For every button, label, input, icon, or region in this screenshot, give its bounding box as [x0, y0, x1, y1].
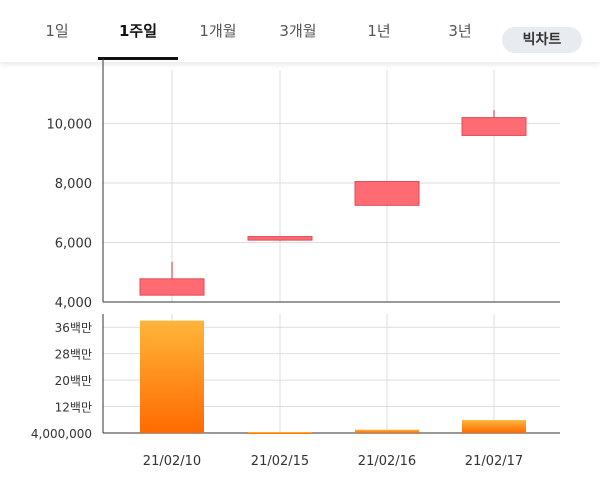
candle-body [247, 236, 313, 241]
x-tick-label: 21/02/10 [143, 454, 201, 469]
x-tick-label: 21/02/16 [358, 454, 416, 469]
candle-body [139, 278, 205, 296]
tab-1-day[interactable]: 1일 [45, 22, 69, 40]
period-tab-bar: 1일 1주일 1개월 3개월 1년 3년 빅차트 [0, 0, 600, 62]
price-tick-label: 6,000 [55, 237, 92, 252]
tab-1-week[interactable]: 1주일 [98, 18, 178, 62]
x-tick-label: 21/02/17 [465, 454, 523, 469]
tab-3-months[interactable]: 3개월 [279, 22, 317, 40]
big-chart-button[interactable]: 빅차트 [502, 27, 582, 53]
volume-tick-label: 12백만 [55, 401, 92, 415]
candle-body [461, 117, 527, 136]
candle-body [354, 181, 420, 206]
volume-bar [462, 420, 526, 433]
price-tick-label: 8,000 [55, 177, 92, 192]
tab-1-month[interactable]: 1개월 [199, 22, 237, 40]
price-tick-label: 4,000 [55, 296, 92, 311]
x-tick-label: 21/02/15 [251, 454, 309, 469]
volume-tick-label: 36백만 [55, 321, 92, 335]
volume-bar [140, 320, 204, 433]
volume-tick-label: 4,000,000 [31, 427, 92, 441]
volume-bar [248, 432, 312, 435]
volume-bar [355, 429, 419, 433]
volume-tick-label: 20백만 [55, 374, 92, 388]
tab-3-years[interactable]: 3년 [448, 22, 472, 40]
volume-tick-label: 28백만 [55, 348, 92, 362]
price-tick-label: 10,000 [47, 118, 93, 133]
tab-1-year[interactable]: 1년 [367, 22, 391, 40]
